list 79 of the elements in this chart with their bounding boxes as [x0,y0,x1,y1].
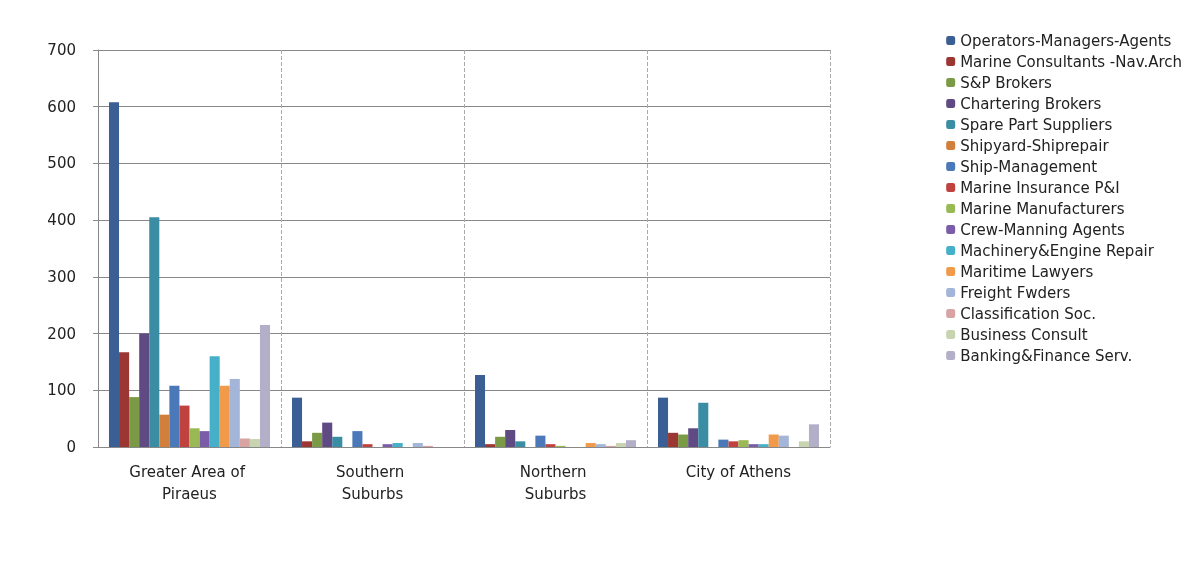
legend-label: Banking&Finance Serv. [960,346,1133,365]
bar [139,333,150,447]
bar [159,414,170,447]
bar [209,356,220,447]
y-tick-label: 0 [66,438,76,456]
bar [332,436,343,447]
bar [352,431,363,447]
bar [199,431,210,447]
bar [728,441,739,447]
bar [119,352,130,447]
y-tick-label: 500 [47,154,76,173]
bar [382,444,393,447]
bar [748,444,759,447]
y-tick-label: 400 [47,211,76,230]
bar [808,424,820,447]
bar [302,441,313,447]
bar [505,429,516,447]
bar [412,443,423,447]
bar [259,325,271,447]
bar [129,397,140,447]
x-tick-label: Northern Suburbs [519,463,592,503]
legend-label: Crew-Manning Agents [960,220,1125,239]
bar [545,444,556,447]
legend-label: Shipyard-Shiprepair [960,136,1110,155]
bar [495,436,506,447]
legend-label: Operators-Managers-Agents [960,31,1172,50]
y-tick-label: 700 [47,41,76,59]
legend-label: Marine Manufacturers [960,199,1125,218]
y-tick-label: 200 [47,324,76,343]
bar [798,441,809,447]
bar [179,405,190,447]
legend-label: Freight Fwders [960,283,1071,302]
bar [625,440,637,447]
bar [768,434,779,447]
bar [312,432,323,447]
bar [718,439,729,447]
bar [615,443,626,447]
legend-label: S&P Brokers [960,73,1053,92]
x-tick-label: City of Athens [685,463,792,481]
legend-label: Marine Insurance P&I [960,178,1120,197]
x-tick-label: Southern Suburbs [335,463,410,503]
bar [758,444,769,447]
bar [219,385,230,447]
bar [595,444,606,447]
legend-label: Ship-Management [960,157,1098,176]
bar [149,217,160,447]
legend-label: Classification Soc. [960,304,1096,323]
bar [362,444,373,447]
legend-label: Spare Part Suppliers [960,115,1113,134]
bar [485,444,496,447]
bar [229,378,240,447]
bar [239,438,250,447]
bar [585,443,596,447]
bar [657,397,669,447]
legend-label: Chartering Brokers [960,94,1102,113]
bar [688,428,699,447]
bar [778,435,789,447]
legend-label: Business Consult [960,325,1088,344]
bar [169,385,180,447]
bar [108,102,120,447]
legend-label: Machinery&Engine Repair [960,241,1155,260]
bar [738,440,749,447]
bar [249,439,260,447]
legend-label: Maritime Lawyers [960,262,1094,281]
bar [322,422,333,447]
bar [474,374,486,447]
bar [515,441,526,447]
bar [678,434,689,447]
x-tick-label: Greater Area of Piraeus [129,463,250,503]
y-tick-label: 600 [47,97,76,116]
bar [189,428,200,447]
bar [698,402,709,447]
y-tick-label: 100 [47,381,76,400]
bar [535,435,546,447]
bar [668,432,679,447]
legend-label: Marine Consultants -Nav.Arch [960,52,1183,71]
bar [392,443,403,447]
bar [291,397,303,447]
y-tick-label: 300 [47,267,76,286]
